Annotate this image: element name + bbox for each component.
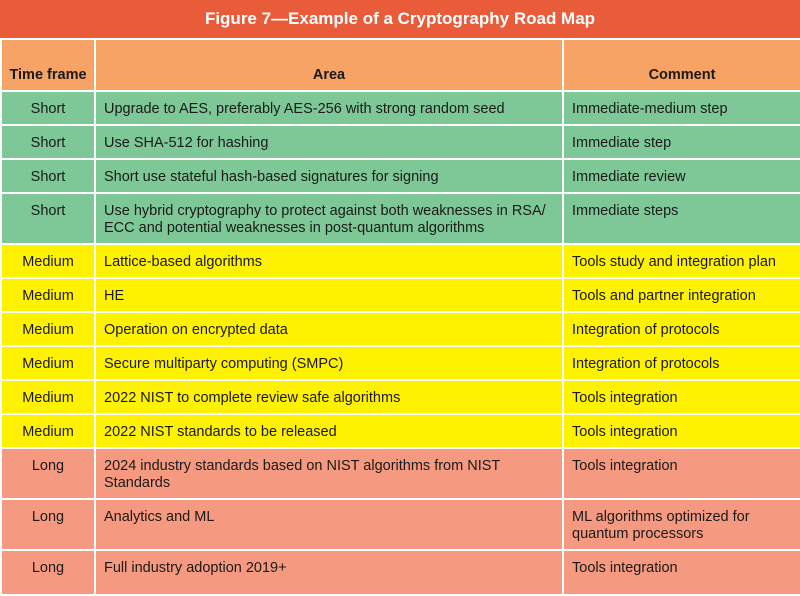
time-frame-cell: Medium [0,311,96,347]
time-frame-cell: Medium [0,345,96,381]
table-row: Long Analytics and ML ML algorithms opti… [0,498,800,551]
area-cell: Lattice-based algorithms [94,243,564,279]
comment-cell: Tools integration [562,379,800,415]
area-cell: Full industry adoption 2019+ [94,549,564,596]
header-row: Time frame Area Comment [0,38,800,92]
area-cell: Upgrade to AES, preferably AES-256 with … [94,90,564,126]
table-row: Short Short use stateful hash-based sign… [0,158,800,194]
table-row: Short Upgrade to AES, preferably AES-256… [0,90,800,126]
table-row: Medium 2022 NIST to complete review safe… [0,379,800,415]
time-frame-cell: Short [0,158,96,194]
time-frame-cell: Long [0,498,96,551]
table-row: Medium Secure multiparty computing (SMPC… [0,345,800,381]
comment-cell: Tools study and integration plan [562,243,800,279]
comment-cell: Immediate steps [562,192,800,245]
area-cell: Use hybrid cryptography to protect again… [94,192,564,245]
table-row: Medium HE Tools and partner integration [0,277,800,313]
time-frame-cell: Long [0,549,96,596]
time-frame-cell: Short [0,192,96,245]
area-cell: Use SHA-512 for hashing [94,124,564,160]
comment-cell: Integration of protocols [562,345,800,381]
time-frame-cell: Long [0,447,96,500]
time-frame-cell: Medium [0,277,96,313]
area-cell: 2022 NIST to complete review safe algori… [94,379,564,415]
area-cell: 2022 NIST standards to be released [94,413,564,449]
table-row: Short Use SHA-512 for hashing Immediate … [0,124,800,160]
table-row: Medium 2022 NIST standards to be release… [0,413,800,449]
comment-cell: Immediate-medium step [562,90,800,126]
area-cell: HE [94,277,564,313]
area-cell: Short use stateful hash-based signatures… [94,158,564,194]
table-row: Short Use hybrid cryptography to protect… [0,192,800,245]
area-cell: Secure multiparty computing (SMPC) [94,345,564,381]
figure-title: Figure 7—Example of a Cryptography Road … [0,0,800,38]
area-cell: Analytics and ML [94,498,564,551]
comment-cell: Integration of protocols [562,311,800,347]
header-time-frame: Time frame [0,38,96,92]
table-row: Medium Operation on encrypted data Integ… [0,311,800,347]
time-frame-cell: Medium [0,379,96,415]
comment-cell: Tools and partner integration [562,277,800,313]
comment-cell: Immediate review [562,158,800,194]
comment-cell: Tools integration [562,413,800,449]
time-frame-cell: Medium [0,243,96,279]
header-comment: Comment [562,38,800,92]
comment-cell: Immediate step [562,124,800,160]
table-row: Long Full industry adoption 2019+ Tools … [0,549,800,596]
header-area: Area [94,38,564,92]
time-frame-cell: Medium [0,413,96,449]
time-frame-cell: Short [0,124,96,160]
area-cell: Operation on encrypted data [94,311,564,347]
area-cell: 2024 industry standards based on NIST al… [94,447,564,500]
table-row: Medium Lattice-based algorithms Tools st… [0,243,800,279]
comment-cell: Tools integration [562,447,800,500]
table-row: Long 2024 industry standards based on NI… [0,447,800,500]
comment-cell: Tools integration [562,549,800,596]
comment-cell: ML algorithms optimized for quantum proc… [562,498,800,551]
roadmap-table: Time frame Area Comment Short Upgrade to… [0,38,800,596]
time-frame-cell: Short [0,90,96,126]
